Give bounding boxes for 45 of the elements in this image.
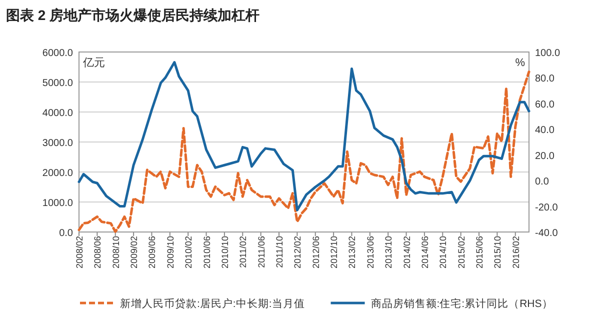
x-tick-label: 2012/02 (292, 236, 303, 269)
y-tick-label: 3000.0 (42, 138, 74, 149)
x-tick-label: 2008/06 (92, 236, 103, 269)
y-tick-label: 6000.0 (42, 48, 74, 59)
x-tick-label: 2014/10 (438, 236, 448, 269)
y-tick-label: 1000.0 (42, 198, 74, 209)
y2-tick-label: 40.0 (535, 125, 555, 136)
x-tick-label: 2015/02 (456, 236, 466, 269)
x-tick-label: 2015/10 (492, 236, 503, 269)
y2-tick-label: 0.0 (535, 176, 550, 188)
legend-label: 商品房销售额:住宅:累计同比（RHS） (370, 297, 553, 310)
y2-tick-label: -20.0 (535, 202, 558, 214)
x-tick-label: 2011/02 (238, 236, 248, 268)
y-tick-label: 0.0 (59, 228, 74, 239)
x-tick-label: 2010/06 (202, 236, 212, 269)
x-tick-label: 2010/10 (220, 236, 230, 269)
y-axis-title: 亿元 (82, 57, 105, 69)
x-tick-label: 2009/02 (129, 236, 140, 269)
x-tick-label: 2013/02 (347, 236, 358, 269)
x-tick-label: 2014/06 (420, 236, 430, 269)
x-tick-label: 2012/10 (329, 236, 340, 269)
y-tick-label: 4000.0 (42, 108, 74, 119)
x-tick-label: 2010/02 (184, 236, 194, 269)
x-tick-label: 2009/06 (147, 236, 158, 269)
x-tick-label: 2008/10 (110, 236, 121, 269)
x-tick-label: 2011/06 (256, 236, 266, 268)
y2-tick-label: 100.0 (535, 48, 560, 59)
y2-tick-label: -40.0 (535, 228, 558, 239)
x-tick-label: 2012/06 (310, 236, 321, 269)
x-tick-label: 2013/06 (365, 236, 376, 269)
y-tick-label: 2000.0 (42, 168, 74, 179)
y2-tick-label: 60.0 (535, 99, 555, 110)
y-tick-label: 5000.0 (42, 78, 74, 89)
x-tick-label: 2011/10 (274, 236, 284, 268)
x-tick-label: 2013/10 (384, 236, 394, 269)
x-tick-label: 2009/10 (165, 236, 176, 269)
y2-tick-label: 80.0 (535, 74, 555, 85)
x-tick-label: 2008/02 (74, 236, 84, 269)
y2-tick-label: 20.0 (535, 150, 555, 162)
y2-axis-title: % (515, 57, 526, 69)
x-tick-label: 2014/02 (402, 236, 412, 269)
chart-title: 图表 2 房地产市场火爆使居民持续加杠杆 (6, 7, 260, 23)
x-tick-label: 2015/06 (474, 236, 484, 269)
x-tick-label: 2016/02 (510, 236, 521, 269)
legend-label: 新增人民币贷款:居民户:中长期:当月值 (120, 297, 305, 310)
